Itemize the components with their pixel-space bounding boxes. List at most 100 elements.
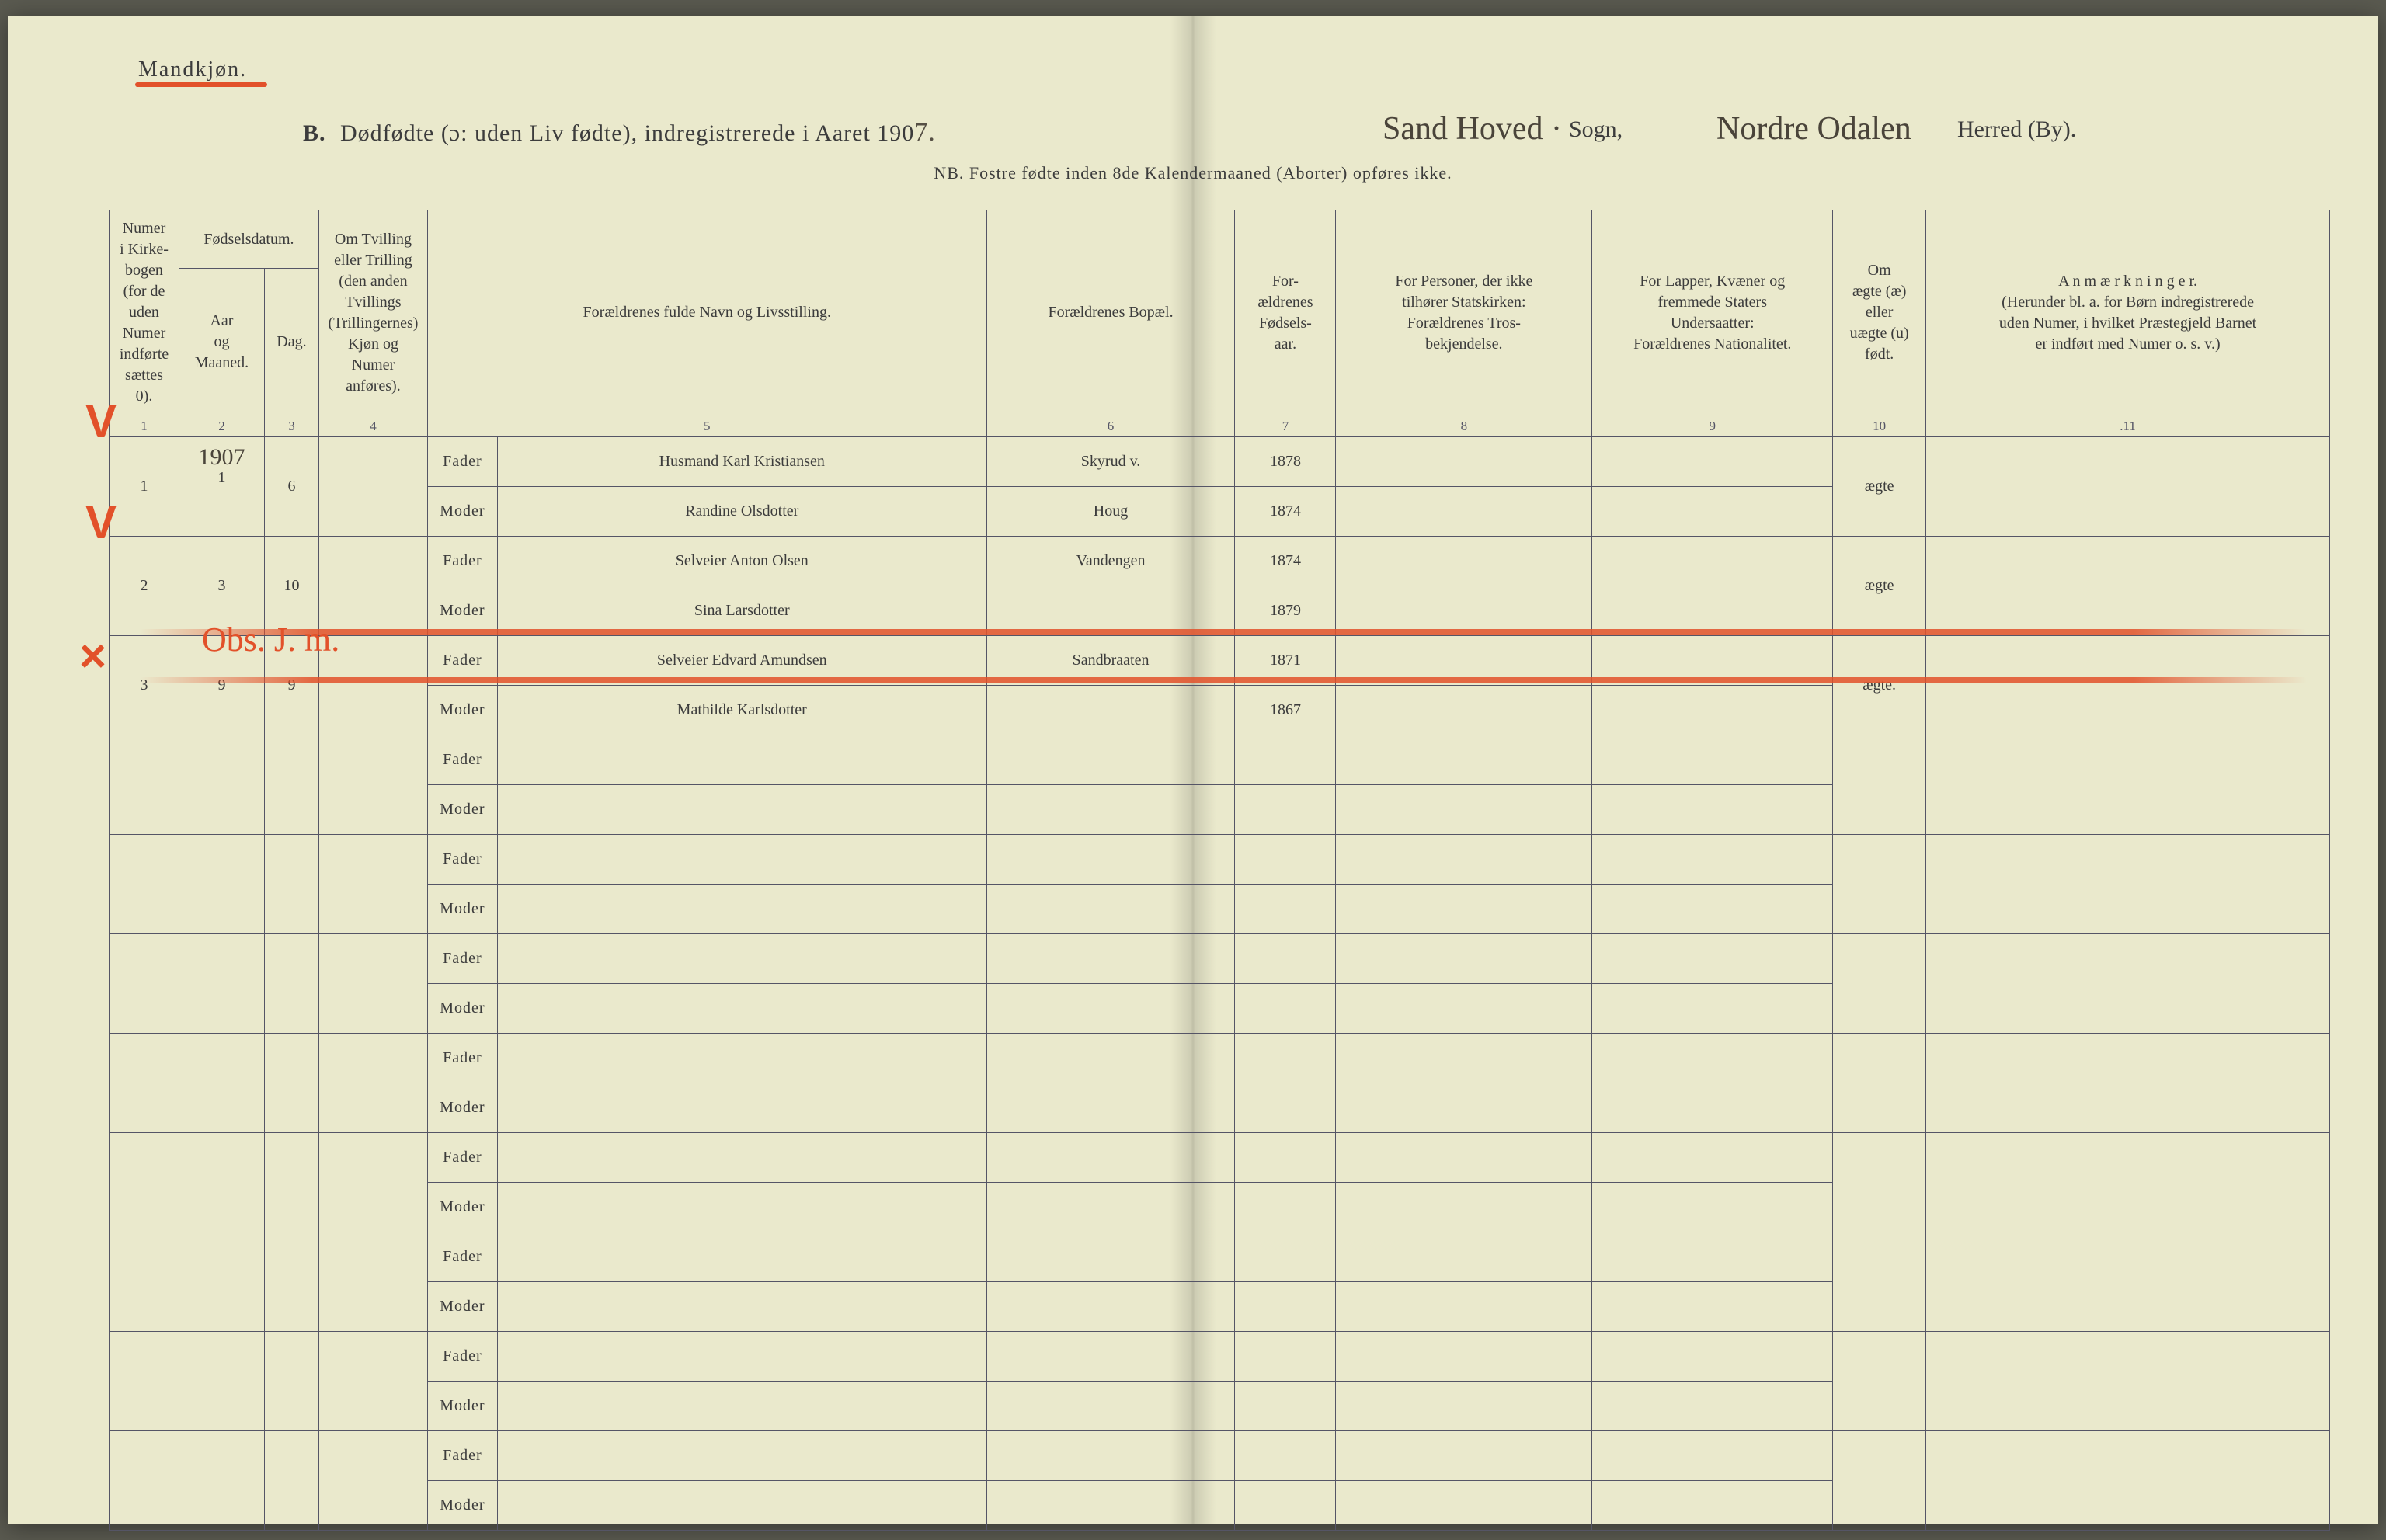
fader-name: [497, 1332, 986, 1382]
entry-twin: [318, 1431, 427, 1531]
fader-label: Fader: [427, 1034, 497, 1083]
fader-year: 1874: [1235, 537, 1336, 586]
entry-twin: [318, 1332, 427, 1431]
fader-year: [1235, 1332, 1336, 1382]
entry-month: [179, 1431, 264, 1531]
fader-year: [1235, 1431, 1336, 1481]
table-row: Fader: [110, 1431, 2330, 1481]
entry-remarks: [1926, 437, 2330, 537]
entry-twin: [318, 1133, 427, 1232]
entry-remarks: [1926, 1431, 2330, 1531]
entry-number: [110, 934, 179, 1034]
entry-month: [179, 1034, 264, 1133]
moder-place: [986, 1382, 1235, 1431]
moder-year: [1235, 1083, 1336, 1133]
moder-label: Moder: [427, 885, 497, 934]
table-row: Fader: [110, 1332, 2330, 1382]
fader-confession: [1336, 537, 1592, 586]
entry-twin: [318, 437, 427, 537]
fader-place: [986, 1332, 1235, 1382]
moder-confession: [1336, 487, 1592, 537]
fader-label: Fader: [427, 1431, 497, 1481]
fader-label: Fader: [427, 537, 497, 586]
col-header-10: Omægte (æ)elleruægte (u)født.: [1833, 210, 1926, 415]
fader-confession: [1336, 1431, 1592, 1481]
entry-month: [179, 735, 264, 835]
moder-name: [497, 1382, 986, 1431]
entry-aegte: ægte: [1833, 537, 1926, 636]
moder-place: [986, 885, 1235, 934]
fader-place: [986, 1232, 1235, 1282]
entry-aegte: [1833, 1133, 1926, 1232]
fader-name: [497, 1232, 986, 1282]
table-row: Fader: [110, 1232, 2330, 1282]
moder-year: [1235, 885, 1336, 934]
fader-confession: [1336, 1133, 1592, 1183]
colnum: 3: [264, 415, 318, 437]
moder-year: [1235, 1382, 1336, 1431]
sogn-value: Sand Hoved ·: [1383, 110, 1562, 148]
moder-year: 1867: [1235, 686, 1336, 735]
moder-confession: [1336, 1481, 1592, 1531]
col-header-4: Om Tvillingeller Trilling(den andenTvill…: [318, 210, 427, 415]
moder-name: Sina Larsdotter: [497, 586, 986, 636]
nb-note: NB. Fostre fødte inden 8de Kalendermaane…: [8, 163, 2378, 183]
moder-label: Moder: [427, 1382, 497, 1431]
fader-confession: [1336, 735, 1592, 785]
red-strike-3a: [140, 629, 2307, 635]
entry-day: [264, 1232, 318, 1332]
colnum: .11: [1926, 415, 2330, 437]
fader-confession: [1336, 835, 1592, 885]
entry-aegte: [1833, 835, 1926, 934]
gender-label: Mandkjøn.: [138, 57, 247, 82]
entry-number: [110, 1332, 179, 1431]
moder-nationality: [1592, 885, 1833, 934]
moder-year: 1879: [1235, 586, 1336, 636]
entry-remarks: [1926, 1332, 2330, 1431]
moder-place: [986, 984, 1235, 1034]
entry-aegte: [1833, 1034, 1926, 1133]
title-text: Dødfødte (ɔ: uden Liv fødte), indregistr…: [340, 120, 914, 146]
fader-place: [986, 1133, 1235, 1183]
moder-confession: [1336, 1282, 1592, 1332]
moder-label: Moder: [427, 586, 497, 636]
entry-twin: [318, 1034, 427, 1133]
table-row: 2310FaderSelveier Anton OlsenVandengen18…: [110, 537, 2330, 586]
moder-label: Moder: [427, 487, 497, 537]
moder-confession: [1336, 785, 1592, 835]
fader-label: Fader: [427, 1133, 497, 1183]
fader-name: [497, 934, 986, 984]
entry-twin: [318, 735, 427, 835]
moder-confession: [1336, 1382, 1592, 1431]
fader-place: [986, 735, 1235, 785]
moder-name: [497, 1481, 986, 1531]
table-header: Numeri Kirke-bogen(for deudenNumerindfør…: [110, 210, 2330, 437]
col-header-1: Numeri Kirke-bogen(for deudenNumerindfør…: [110, 210, 179, 415]
moder-label: Moder: [427, 1083, 497, 1133]
red-check-2: V: [85, 495, 124, 550]
entry-number: [110, 1232, 179, 1332]
moder-place: [986, 1183, 1235, 1232]
fader-name: [497, 735, 986, 785]
moder-confession: [1336, 586, 1592, 636]
ledger-table: Numeri Kirke-bogen(for deudenNumerindfør…: [109, 210, 2330, 1531]
moder-place: Houg: [986, 487, 1235, 537]
entry-day: [264, 934, 318, 1034]
moder-nationality: [1592, 785, 1833, 835]
fader-nationality: [1592, 735, 1833, 785]
moder-year: [1235, 1282, 1336, 1332]
entry-number: 2: [110, 537, 179, 636]
moder-year: 1874: [1235, 487, 1336, 537]
entry-remarks: [1926, 1034, 2330, 1133]
col-header-3: Dag.: [264, 269, 318, 415]
entry-day: 6: [264, 437, 318, 537]
moder-place: [986, 1083, 1235, 1133]
red-check-1: V: [85, 395, 124, 449]
entry-number: [110, 1034, 179, 1133]
table-row: 1190716FaderHusmand Karl KristiansenSkyr…: [110, 437, 2330, 487]
fader-nationality: [1592, 1034, 1833, 1083]
fader-place: [986, 934, 1235, 984]
moder-place: [986, 686, 1235, 735]
col-header-11: A n m æ r k n i n g e r.(Herunder bl. a.…: [1926, 210, 2330, 415]
moder-name: [497, 1183, 986, 1232]
